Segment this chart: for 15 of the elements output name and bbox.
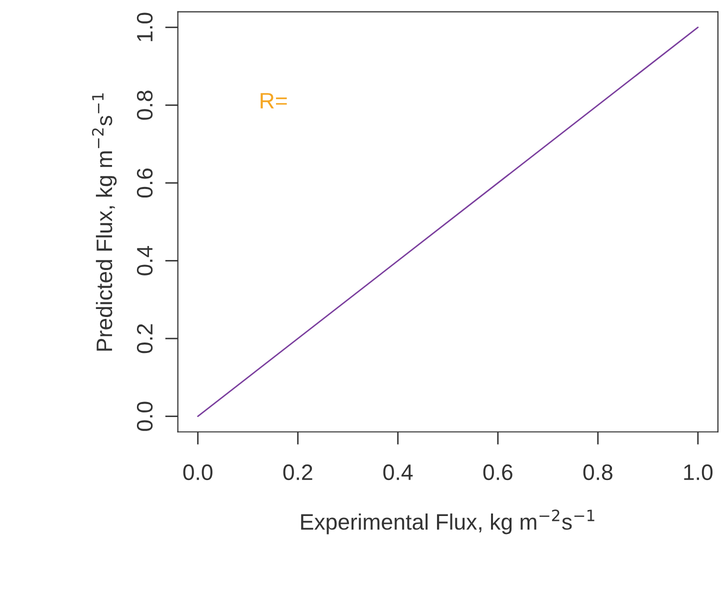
x-tick-label: 0.4 <box>383 464 413 480</box>
y-tick-label: 0.8 <box>136 90 153 120</box>
y-tick-label: 1.0 <box>136 12 153 42</box>
y-tick-label: 0.6 <box>136 168 153 198</box>
x-tick-label: 0.8 <box>583 464 612 480</box>
x-tick-label: 0.0 <box>183 464 212 480</box>
x-tick-label: 1.0 <box>684 464 713 480</box>
y-tick-label: 0.4 <box>136 246 153 276</box>
y-tick-label: 0.2 <box>136 324 153 354</box>
x-tick-label: 0.6 <box>483 464 512 480</box>
y-axis-title: Predicted Flux, kg m$^{−2}$s$^{−1}$ <box>92 93 117 351</box>
annotation: R= <box>260 93 287 108</box>
x-tick-label: 0.2 <box>283 464 312 480</box>
y-tick-label: 0.0 <box>136 402 153 431</box>
x-axis-title: Experimental Flux, kg m$^{−2}$s$^{−1}$ <box>301 510 594 534</box>
